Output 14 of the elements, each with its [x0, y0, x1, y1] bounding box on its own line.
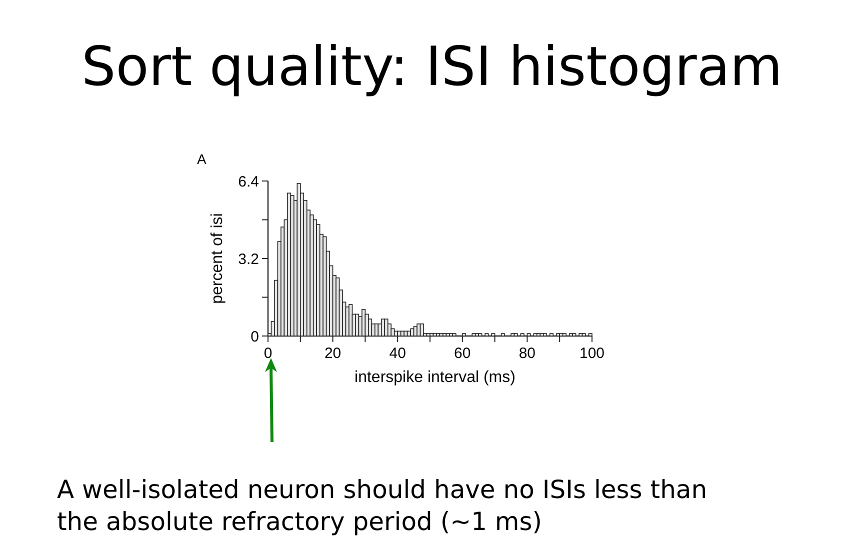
y-tick-label: 0: [250, 328, 259, 346]
x-axis-title: interspike interval (ms): [354, 369, 516, 386]
y-axis-title: percent of isi: [209, 213, 226, 304]
y-tick-label: 6.4: [238, 173, 259, 190]
text: A well-isolated neuron should have no ISIs less than the absolute refractory period (~1 ms): [57, 475, 708, 536]
text: A: [197, 151, 207, 167]
x-tick-label: 0: [264, 345, 272, 362]
y-tick-label: 3.2: [238, 250, 259, 268]
x-tick-label: 20: [324, 345, 342, 362]
x-tick-label: 100: [579, 345, 605, 362]
x-tick-label: 60: [454, 345, 471, 362]
x-tick-label: 80: [518, 345, 536, 362]
chart-title: Sort quality: ISI histogram: [81, 35, 783, 98]
x-tick-label: 40: [389, 345, 406, 362]
